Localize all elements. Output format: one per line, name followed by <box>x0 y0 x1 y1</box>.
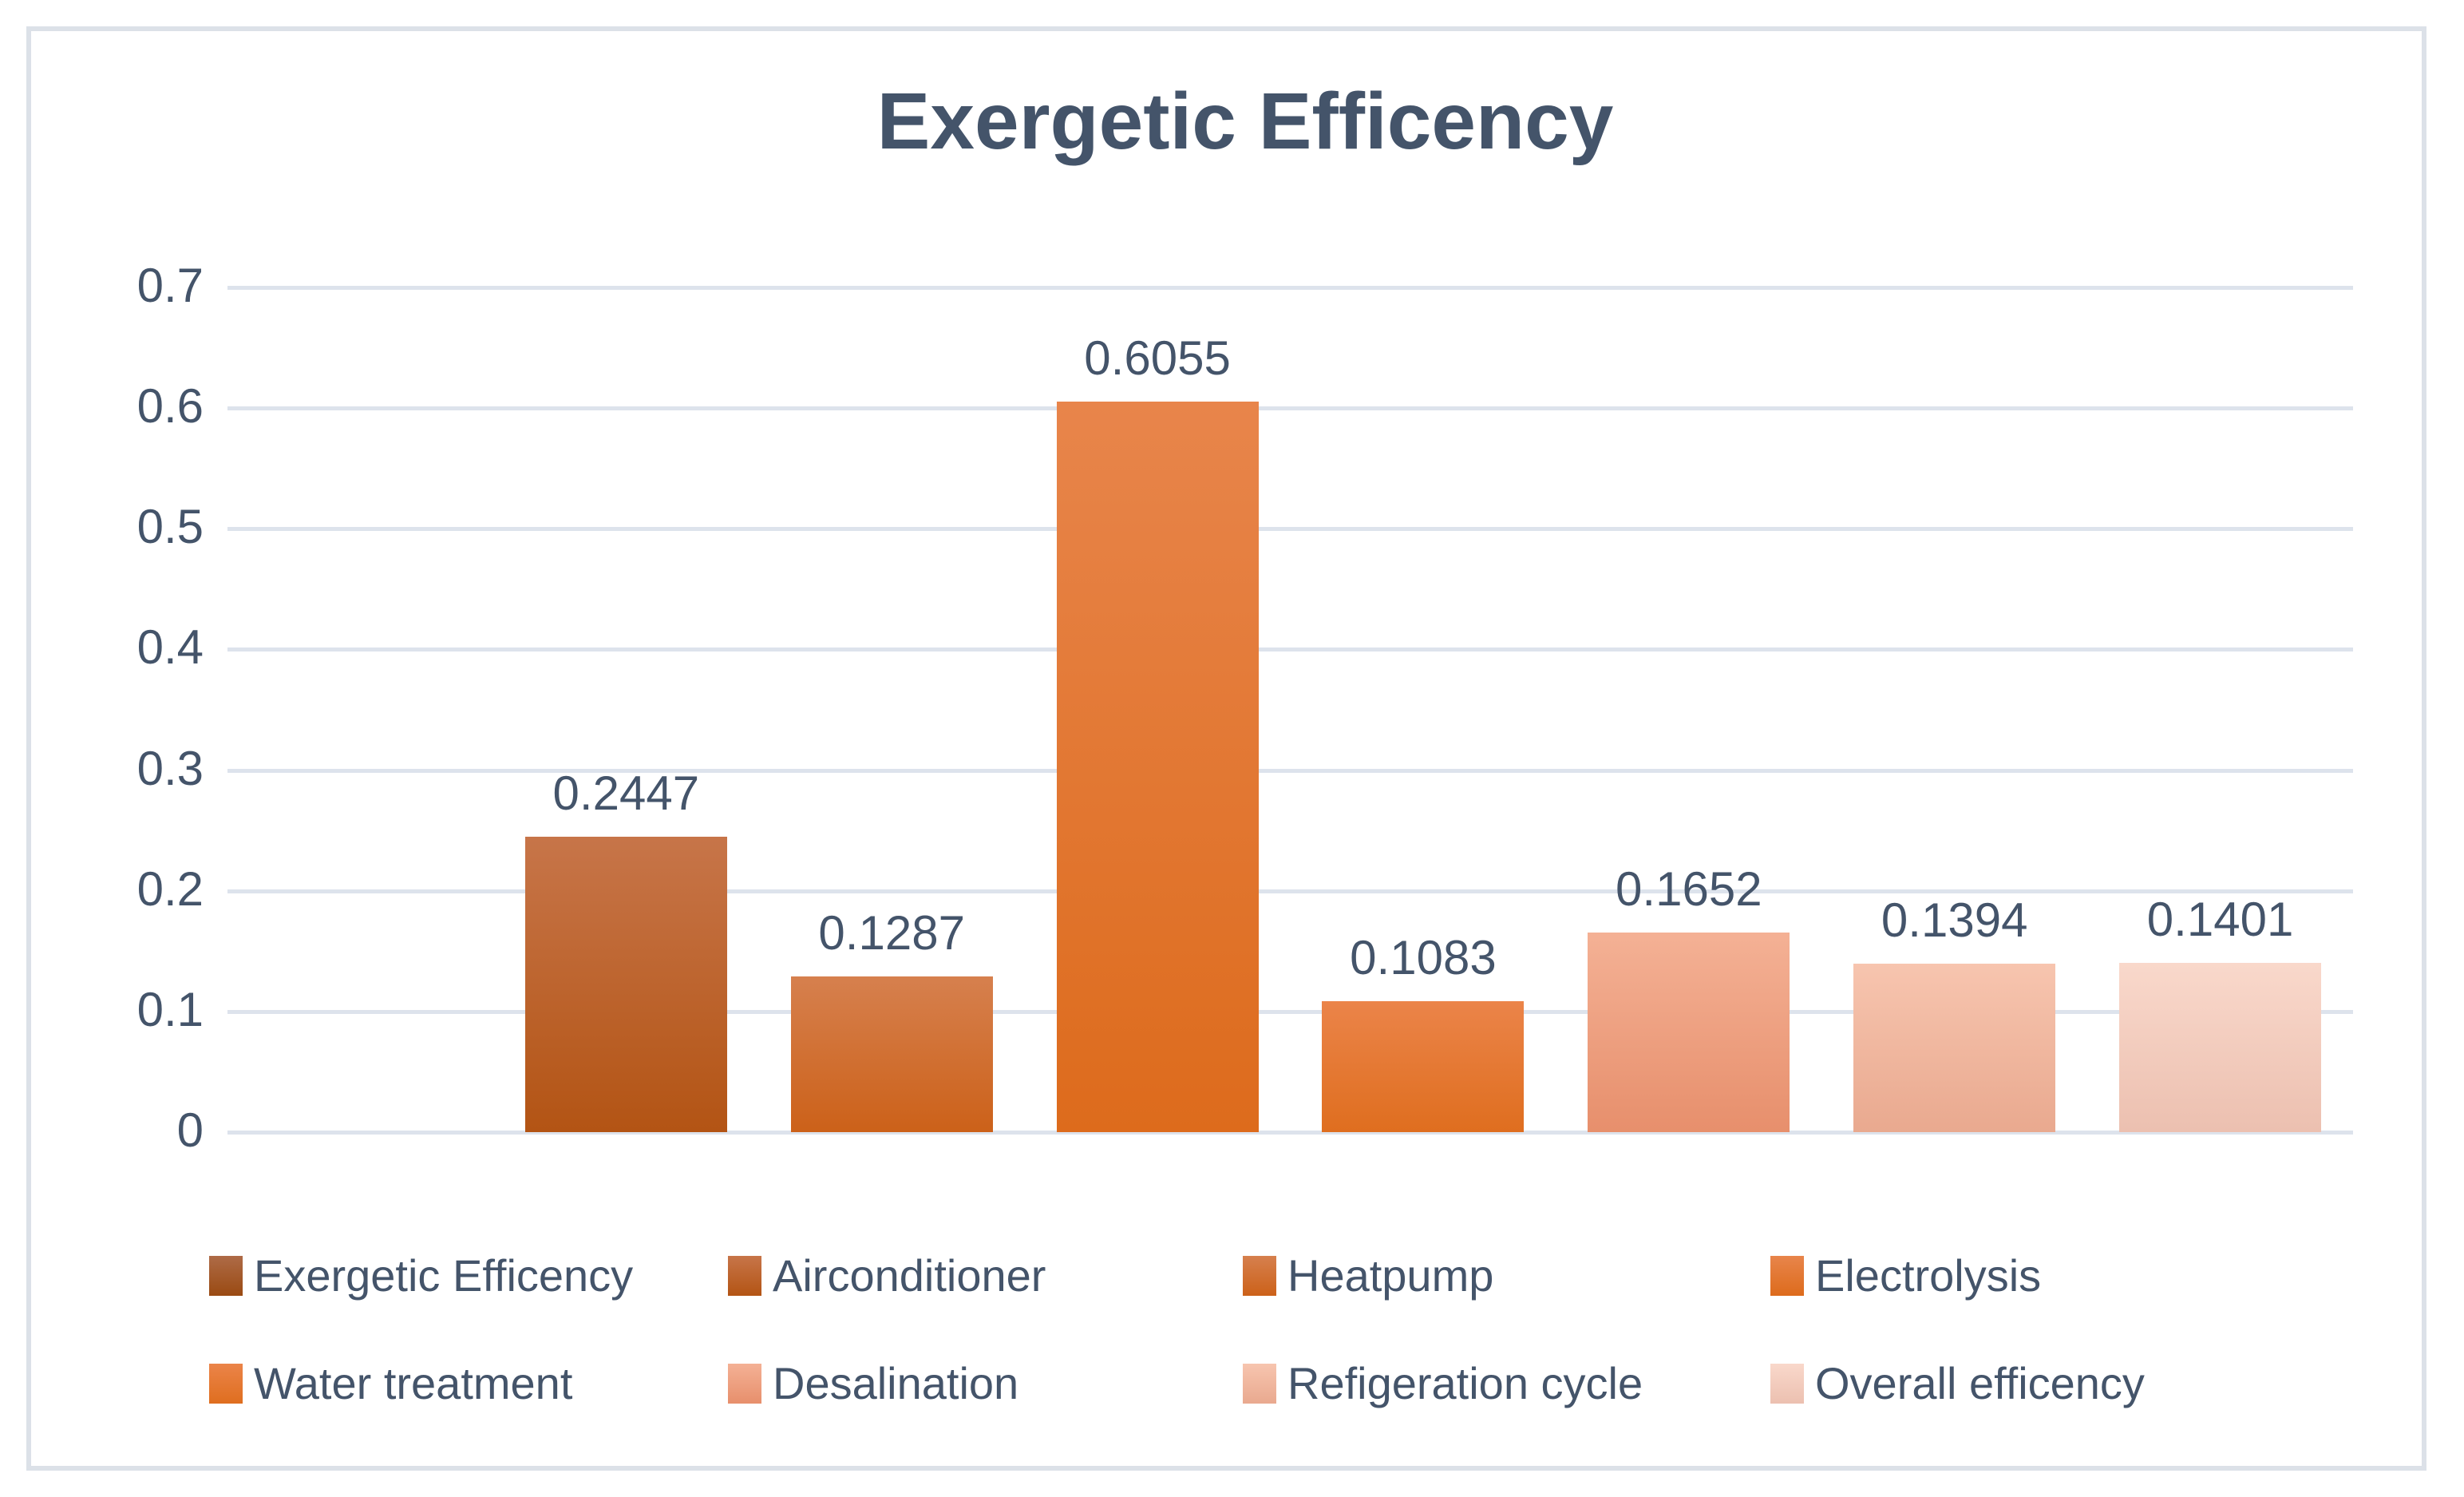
legend-item-exergetic-efficency: Exergetic Efficency <box>209 1249 633 1301</box>
gridline <box>227 768 2353 773</box>
bar-value-label: 0.1401 <box>2146 893 2294 947</box>
gridline <box>227 1009 2353 1014</box>
bar-heatpump <box>790 976 993 1132</box>
legend-swatch <box>1770 1255 1804 1296</box>
legend-item-water-treatment: Water treatment <box>209 1357 572 1409</box>
bar-value-label: 0.1083 <box>1350 931 1497 985</box>
legend-swatch <box>728 1255 761 1296</box>
gridline <box>227 527 2353 532</box>
legend-item-desalination: Desalination <box>728 1357 1018 1409</box>
bar-airconditioner <box>524 837 727 1132</box>
legend-item-label: Overall efficency <box>1815 1358 2145 1408</box>
y-axis-tick-label: 0.4 <box>136 620 204 675</box>
legend-item-heatpump: Heatpump <box>1243 1249 1493 1301</box>
legend-swatch <box>209 1363 243 1404</box>
gridline <box>227 286 2353 290</box>
bar-electrolysis <box>1056 401 1259 1132</box>
legend-item-label: Water treatment <box>254 1358 573 1408</box>
gridline <box>227 889 2353 893</box>
legend-item-label: Heatpump <box>1287 1250 1494 1301</box>
legend-swatch <box>1243 1255 1276 1296</box>
bar-value-label: 0.2447 <box>552 766 700 821</box>
y-axis-tick-label: 0.7 <box>136 259 204 312</box>
legend-swatch <box>209 1255 243 1296</box>
legend-item-label: Desalination <box>773 1358 1019 1408</box>
bar-value-label: 0.1394 <box>1881 893 2028 948</box>
gridline <box>227 406 2353 411</box>
bar-overall-efficency <box>2119 963 2322 1132</box>
gridline <box>227 648 2353 652</box>
legend-swatch <box>728 1363 761 1404</box>
legend-swatch <box>1243 1363 1276 1404</box>
legend-item-electrolysis: Electrolysis <box>1770 1249 2041 1301</box>
y-axis-tick-label: 0.2 <box>136 861 204 916</box>
bar-value-label: 0.6055 <box>1084 331 1231 385</box>
legend-item-label: Electrolysis <box>1815 1250 2042 1301</box>
legend-item-label: Exergetic Efficency <box>254 1250 634 1301</box>
bar-value-label: 0.1652 <box>1616 862 1762 917</box>
bar-value-label: 0.1287 <box>818 906 965 960</box>
y-axis-tick-label: 0.5 <box>136 500 204 554</box>
legend-item-label: Refigeration cycle <box>1287 1358 1643 1408</box>
gridline <box>227 1131 2353 1135</box>
bar-water-treatment <box>1322 1001 1525 1132</box>
bar-refigeration-cycle <box>1853 964 2056 1132</box>
y-axis-tick-label: 0.1 <box>136 982 204 1036</box>
legend-swatch <box>1770 1363 1804 1404</box>
chart-title: Exergetic Efficency <box>876 77 1614 166</box>
legend-item-refigeration-cycle: Refigeration cycle <box>1243 1357 1643 1409</box>
y-axis-tick-label: 0.3 <box>136 741 204 795</box>
bar-desalination <box>1588 933 1790 1132</box>
legend-item-overall-efficency: Overall efficency <box>1770 1357 2145 1409</box>
legend-item-airconditioner: Airconditioner <box>728 1249 1046 1301</box>
y-axis-tick-label: 0.6 <box>136 379 204 434</box>
y-axis-tick-label: 0 <box>176 1103 204 1157</box>
legend-item-label: Airconditioner <box>773 1250 1046 1301</box>
